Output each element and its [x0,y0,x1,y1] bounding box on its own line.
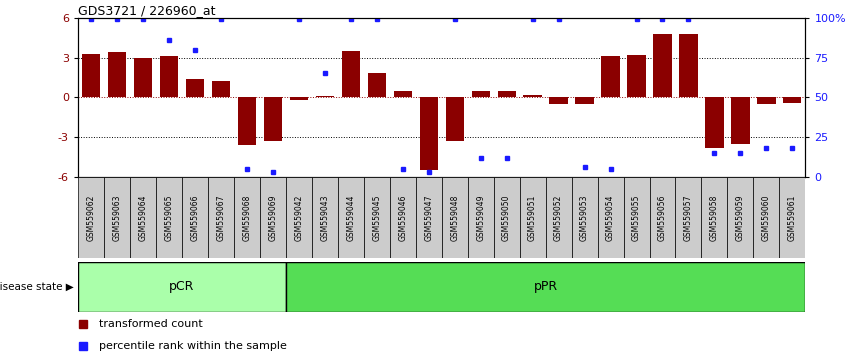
Text: pPR: pPR [533,280,558,293]
FancyBboxPatch shape [572,177,598,258]
Text: GSM559043: GSM559043 [320,194,329,241]
Bar [393,91,412,97]
FancyBboxPatch shape [598,177,624,258]
Bar [497,91,515,97]
Text: GSM559049: GSM559049 [476,194,485,241]
Text: GSM559067: GSM559067 [216,194,225,241]
FancyBboxPatch shape [416,177,442,258]
Text: GSM559061: GSM559061 [788,194,797,241]
Text: GSM559056: GSM559056 [658,194,667,241]
Text: GSM559065: GSM559065 [165,194,173,241]
Bar [445,97,464,141]
Text: GSM559051: GSM559051 [528,194,537,241]
Bar [705,97,724,148]
Text: GDS3721 / 226960_at: GDS3721 / 226960_at [78,4,216,17]
FancyBboxPatch shape [701,177,727,258]
Text: GSM559060: GSM559060 [762,194,771,241]
Text: GSM559063: GSM559063 [113,194,121,241]
Bar [679,34,698,97]
FancyBboxPatch shape [260,177,286,258]
FancyBboxPatch shape [520,177,546,258]
Text: GSM559064: GSM559064 [139,194,147,241]
Bar [315,96,333,97]
Bar [341,51,360,97]
Bar [237,97,256,145]
Text: GSM559050: GSM559050 [502,194,511,241]
Text: pCR: pCR [169,280,195,293]
Bar [757,97,775,104]
Bar [81,53,100,97]
FancyBboxPatch shape [546,177,572,258]
FancyBboxPatch shape [442,177,468,258]
Text: GSM559068: GSM559068 [242,194,251,241]
FancyBboxPatch shape [650,177,675,258]
Text: GSM559062: GSM559062 [87,194,95,241]
Bar [653,34,672,97]
Text: GSM559052: GSM559052 [554,194,563,241]
Text: GSM559047: GSM559047 [424,194,433,241]
FancyBboxPatch shape [130,177,156,258]
Bar [601,56,619,97]
FancyBboxPatch shape [624,177,650,258]
FancyBboxPatch shape [364,177,390,258]
Text: transformed count: transformed count [99,319,203,329]
Bar [263,97,281,141]
FancyBboxPatch shape [494,177,520,258]
FancyBboxPatch shape [390,177,416,258]
Text: GSM559055: GSM559055 [632,194,641,241]
Text: disease state ▶: disease state ▶ [0,282,74,292]
Text: GSM559045: GSM559045 [372,194,381,241]
Bar [159,56,178,97]
FancyBboxPatch shape [208,177,234,258]
Text: GSM559054: GSM559054 [606,194,615,241]
Text: GSM559069: GSM559069 [268,194,277,241]
Text: GSM559059: GSM559059 [736,194,745,241]
Text: GSM559058: GSM559058 [710,194,719,241]
FancyBboxPatch shape [104,177,130,258]
Text: GSM559044: GSM559044 [346,194,355,241]
FancyBboxPatch shape [338,177,364,258]
Bar [575,97,594,104]
Bar [523,95,542,97]
Bar [549,97,568,104]
FancyBboxPatch shape [779,177,805,258]
FancyBboxPatch shape [234,177,260,258]
Bar [185,79,204,97]
Bar [212,81,230,97]
Bar [289,97,308,100]
Text: percentile rank within the sample: percentile rank within the sample [99,341,287,350]
Bar [133,58,152,97]
FancyBboxPatch shape [286,177,312,258]
Text: GSM559053: GSM559053 [580,194,589,241]
Text: GSM559048: GSM559048 [450,194,459,241]
FancyBboxPatch shape [286,262,805,312]
Text: GSM559042: GSM559042 [294,194,303,241]
Bar [731,97,749,144]
FancyBboxPatch shape [78,177,104,258]
Bar [627,55,645,97]
FancyBboxPatch shape [182,177,208,258]
Text: GSM559066: GSM559066 [191,194,199,241]
FancyBboxPatch shape [675,177,701,258]
Bar [471,91,490,97]
Bar [367,74,386,97]
Bar [783,97,801,103]
Bar [107,52,126,97]
Bar [419,97,437,170]
FancyBboxPatch shape [753,177,779,258]
FancyBboxPatch shape [156,177,182,258]
Text: GSM559057: GSM559057 [684,194,693,241]
Text: GSM559046: GSM559046 [398,194,407,241]
FancyBboxPatch shape [727,177,753,258]
FancyBboxPatch shape [468,177,494,258]
FancyBboxPatch shape [312,177,338,258]
FancyBboxPatch shape [78,262,286,312]
